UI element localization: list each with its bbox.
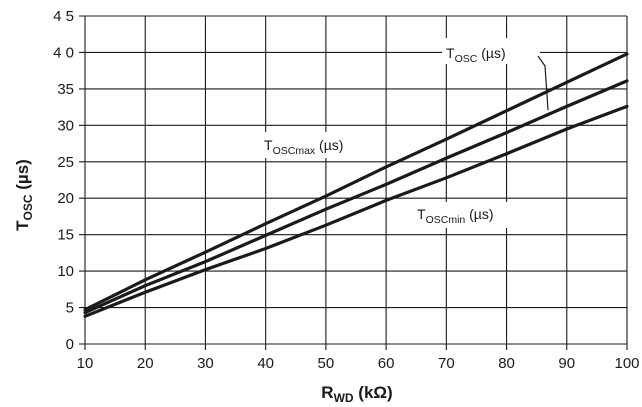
y-axis-title: TOSC (µs) (13, 159, 35, 231)
y-tick-label: 15 (57, 227, 74, 244)
y-tick-label: 20 (57, 190, 74, 207)
x-tick-label: 100 (614, 355, 639, 372)
x-tick-label: 90 (558, 355, 575, 372)
x-tick-label: 30 (197, 355, 214, 372)
series-line-t-oscmin-s (83, 104, 629, 318)
x-tick-label: 80 (498, 355, 515, 372)
x-tick-label: 70 (438, 355, 455, 372)
x-tick-label: 20 (137, 355, 154, 372)
annotation-tosc-bg (442, 38, 540, 64)
y-tick-label: 0 (66, 336, 74, 353)
y-tick-label: 10 (57, 263, 74, 280)
x-tick-label: 50 (318, 355, 335, 372)
series-lines (83, 52, 629, 318)
y-tick-label: 4 5 (53, 8, 74, 25)
x-tick-label: 40 (257, 355, 274, 372)
annotation-toscmax: TOSCmax (µs) (264, 137, 343, 157)
series-line-t-osc-s (83, 79, 629, 315)
grid (79, 15, 628, 350)
y-tick-label: 30 (57, 117, 74, 134)
annotation-tosc-leader (537, 55, 549, 111)
annotation-toscmin-bg (413, 202, 525, 228)
y-tick-label: 25 (57, 154, 74, 171)
annotation-toscmin: TOSCmin (µs) (417, 206, 494, 226)
x-axis-title: RWD (kΩ) (321, 383, 392, 405)
series-line-t-oscmax-s (83, 52, 629, 312)
annotation-toscmax-bg (260, 132, 376, 158)
x-tick-label: 10 (77, 355, 94, 372)
x-tick-label: 60 (378, 355, 395, 372)
y-tick-label: 5 (66, 300, 74, 317)
annotation-tosc: TOSC (µs) (446, 45, 506, 65)
y-tick-label: 35 (57, 81, 74, 98)
y-tick-label: 4 0 (53, 44, 74, 61)
